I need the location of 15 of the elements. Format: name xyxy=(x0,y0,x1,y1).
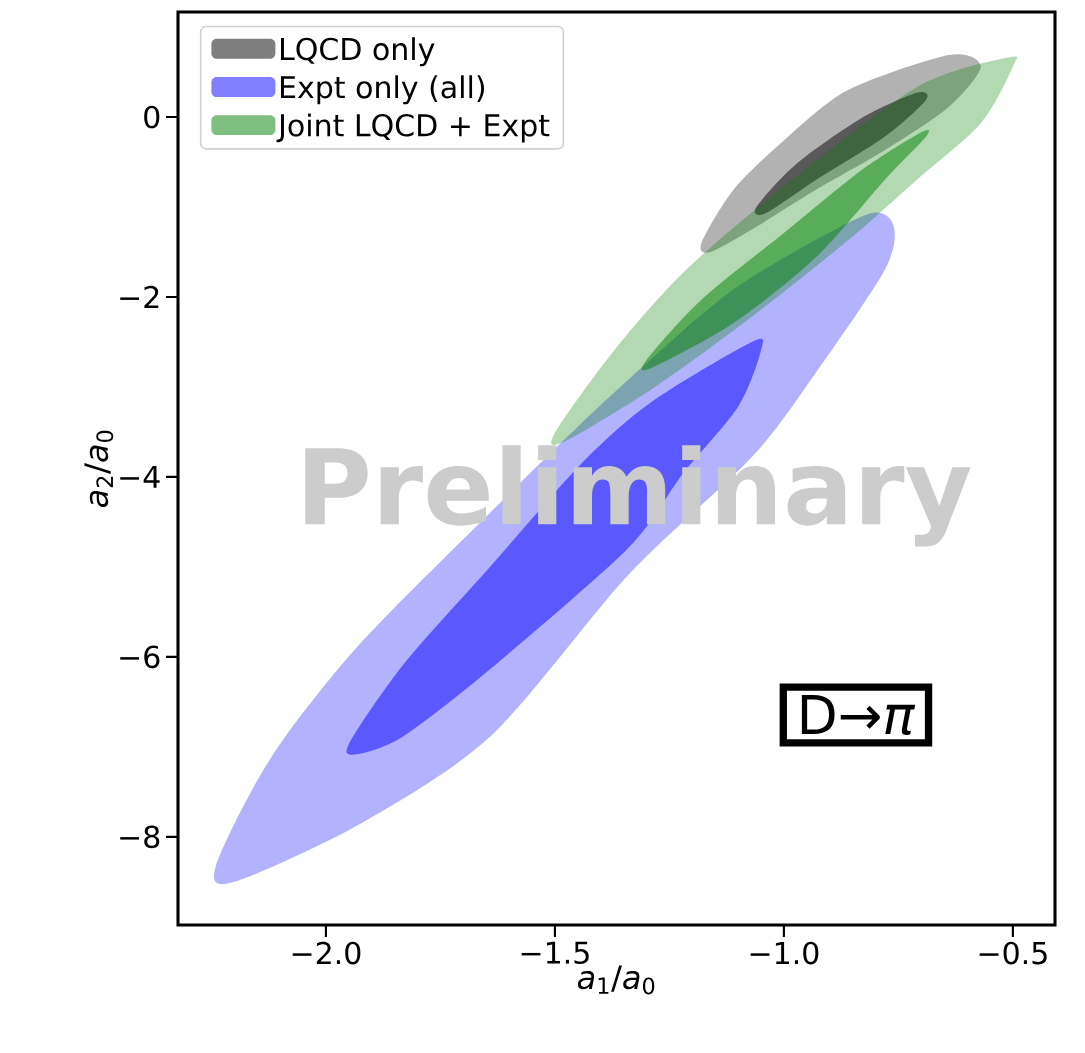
y-tick-label: −6 xyxy=(120,645,160,669)
y-tick-label: −8 xyxy=(120,825,160,849)
y-tick-label: −2 xyxy=(120,285,159,309)
legend-label: LQCD only xyxy=(281,37,435,67)
x-tick-label: −2.0 xyxy=(292,941,361,965)
x-axis-title: a$_{1}$/a$_{0}$ xyxy=(577,965,655,995)
legend-label: Expt only (all) xyxy=(281,75,485,105)
x-tick-label: −1.5 xyxy=(521,941,589,964)
y-tick-label: −4 xyxy=(120,465,160,488)
legend-label: Joint LQCD + Expt xyxy=(276,113,550,143)
x-tick-label: −1.0 xyxy=(750,941,819,965)
annotation: D→π xyxy=(801,695,916,735)
y-tick-label: 0 xyxy=(144,105,160,129)
x-tick-label: −0.5 xyxy=(979,941,1047,965)
y-axis-title: a$_{2}$/a$_{0}$ xyxy=(84,430,114,508)
